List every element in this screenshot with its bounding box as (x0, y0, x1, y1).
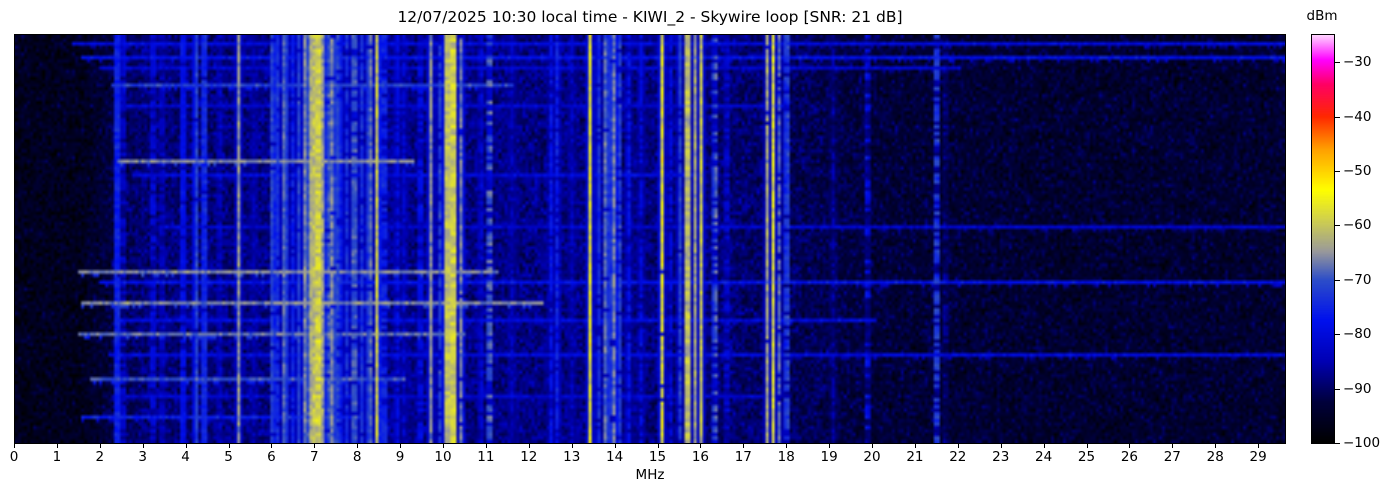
x-tick-label: 29 (1249, 449, 1267, 465)
x-tick-label: 12 (520, 449, 538, 465)
spectrogram-plot-area[interactable] (14, 34, 1286, 444)
x-axis: 0 1 2 3 4 5 6 7 8 9 10 11 12 13 14 15 16 17 18 19 20 21 22 23 24… (10, 444, 1286, 474)
colorbar-tick (1335, 388, 1340, 390)
x-tick-label: 16 (691, 449, 709, 465)
colorbar-gradient (1312, 35, 1334, 443)
x-tick (443, 444, 444, 448)
x-tick (56, 444, 58, 448)
x-tick-label: 28 (1206, 449, 1224, 465)
colorbar-tick (1335, 116, 1340, 118)
x-tick (1129, 444, 1131, 448)
x-tick (571, 444, 573, 448)
x-tick (528, 444, 530, 448)
x-tick (1000, 444, 1002, 448)
x-tick-label: 7 (310, 449, 319, 465)
x-tick (1086, 444, 1088, 448)
colorbar-tick (1335, 225, 1340, 227)
x-axis-label: MHz (635, 467, 665, 483)
x-tick-label: 23 (992, 449, 1010, 465)
x-tick-label: 15 (648, 449, 667, 465)
x-tick (485, 444, 487, 448)
x-tick-label: 13 (563, 449, 581, 465)
x-tick (700, 444, 702, 448)
colorbar (1311, 34, 1335, 444)
colorbar-tick-label: −80 (1343, 326, 1372, 343)
colorbar-tick-label: −40 (1343, 108, 1372, 125)
x-tick (1215, 444, 1217, 448)
x-tick (271, 444, 273, 448)
x-tick (14, 444, 15, 448)
colorbar-tick (1335, 279, 1340, 281)
x-tick-label: 19 (820, 449, 838, 465)
x-tick (914, 444, 916, 448)
x-tick (185, 444, 187, 448)
x-tick (829, 444, 831, 448)
x-tick (1043, 444, 1045, 448)
x-tick (872, 444, 873, 448)
x-tick (957, 444, 959, 448)
x-tick-label: 27 (1163, 449, 1181, 465)
spectrogram-waterfall-image[interactable] (15, 35, 1285, 443)
colorbar-tick-label: −30 (1343, 54, 1372, 71)
x-tick-label: 11 (477, 449, 495, 465)
x-tick-label: 17 (734, 449, 752, 465)
x-tick-label: 3 (138, 449, 147, 465)
x-tick (1258, 444, 1260, 448)
colorbar-tick-label: −70 (1343, 271, 1372, 288)
x-tick (400, 444, 402, 448)
x-tick-label: 8 (352, 449, 362, 465)
x-tick-label: 22 (949, 449, 967, 465)
colorbar-tick-label: −60 (1343, 217, 1372, 234)
x-tick-label: 6 (267, 449, 276, 465)
x-tick (99, 444, 101, 448)
x-tick (786, 444, 788, 448)
colorbar-tick (1335, 171, 1340, 172)
x-tick-label: 25 (1077, 449, 1096, 465)
x-tick-label: 2 (95, 449, 105, 465)
colorbar-title: dBm (1306, 8, 1338, 24)
x-tick-label: 10 (434, 449, 452, 465)
x-tick-label: 0 (9, 449, 19, 465)
x-tick (314, 444, 316, 448)
x-tick-label: 18 (777, 449, 795, 465)
colorbar-tick-label: −50 (1343, 163, 1372, 179)
colorbar-tick (1335, 334, 1340, 336)
colorbar-tick-label: −100 (1343, 435, 1381, 451)
x-tick-label: 20 (863, 449, 881, 465)
x-tick-label: 21 (906, 449, 924, 465)
x-tick-label: 9 (395, 449, 405, 465)
x-tick (228, 444, 230, 448)
x-tick (614, 444, 616, 448)
x-tick-label: 4 (181, 449, 190, 465)
page-title: 12/07/2025 10:30 local time - KIWI_2 - S… (397, 8, 903, 26)
x-tick (142, 444, 144, 448)
x-tick (357, 444, 359, 448)
colorbar-tick (1335, 62, 1340, 64)
x-tick-label: 26 (1120, 449, 1138, 465)
colorbar-tick (1335, 443, 1340, 444)
x-tick-label: 24 (1035, 449, 1053, 465)
x-tick (743, 444, 745, 448)
colorbar-tick-label: −90 (1343, 380, 1372, 397)
x-tick (1172, 444, 1174, 448)
x-tick-label: 14 (606, 449, 624, 465)
x-tick-label: 1 (52, 449, 62, 465)
x-tick (657, 444, 659, 448)
x-tick-label: 5 (224, 449, 233, 465)
